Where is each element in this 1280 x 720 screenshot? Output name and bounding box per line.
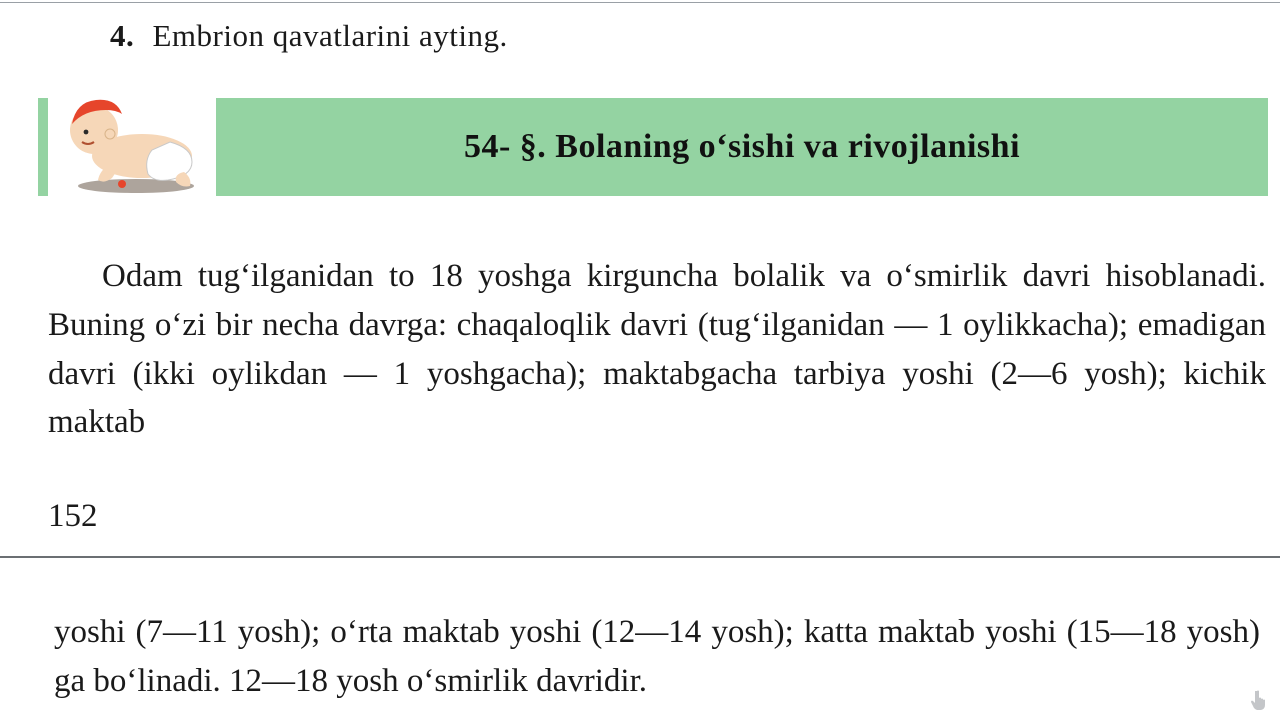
- crawling-baby-icon: [52, 94, 212, 198]
- top-rule: [0, 2, 1280, 3]
- paragraph-lower-text: yoshi (7—11 yosh); o‘rta maktab yoshi (1…: [54, 614, 1260, 699]
- header-title-bar: 54- §. Bolaning o‘sishi va rivojlanishi: [216, 98, 1268, 196]
- question-number: 4.: [110, 18, 134, 53]
- paragraph-upper: Odam tug‘ilganidan to 18 yoshga kirgunch…: [48, 252, 1266, 447]
- question-text: Embrion qavatlarini ayting.: [153, 18, 508, 53]
- paragraph-upper-text: Odam tug‘ilganidan to 18 yoshga kirgunch…: [48, 258, 1266, 440]
- hand-cursor-icon: [1248, 688, 1272, 712]
- page-number: 152: [48, 498, 98, 535]
- textbook-page: 4. Embrion qavatlarini ayting.: [0, 0, 1280, 720]
- page-break-rule: [0, 556, 1280, 558]
- question-line: 4. Embrion qavatlarini ayting.: [110, 18, 508, 54]
- paragraph-lower: yoshi (7—11 yosh); o‘rta maktab yoshi (1…: [54, 608, 1260, 706]
- header-accent-bar: [38, 98, 48, 196]
- section-title: 54- §. Bolaning o‘sishi va rivojlanishi: [464, 128, 1020, 166]
- section-header: 54- §. Bolaning o‘sishi va rivojlanishi: [38, 98, 1268, 196]
